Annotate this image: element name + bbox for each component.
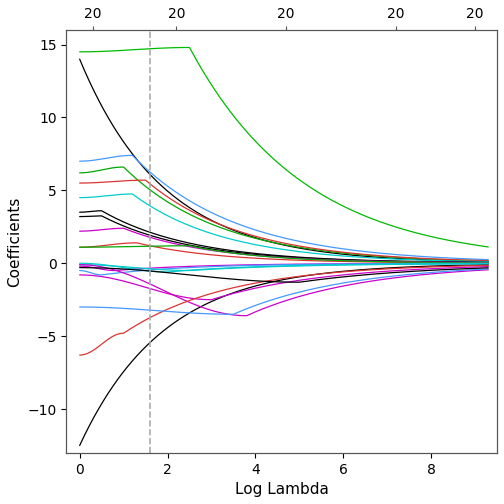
Y-axis label: Coefficients: Coefficients — [7, 196, 22, 287]
X-axis label: Log Lambda: Log Lambda — [235, 482, 329, 497]
